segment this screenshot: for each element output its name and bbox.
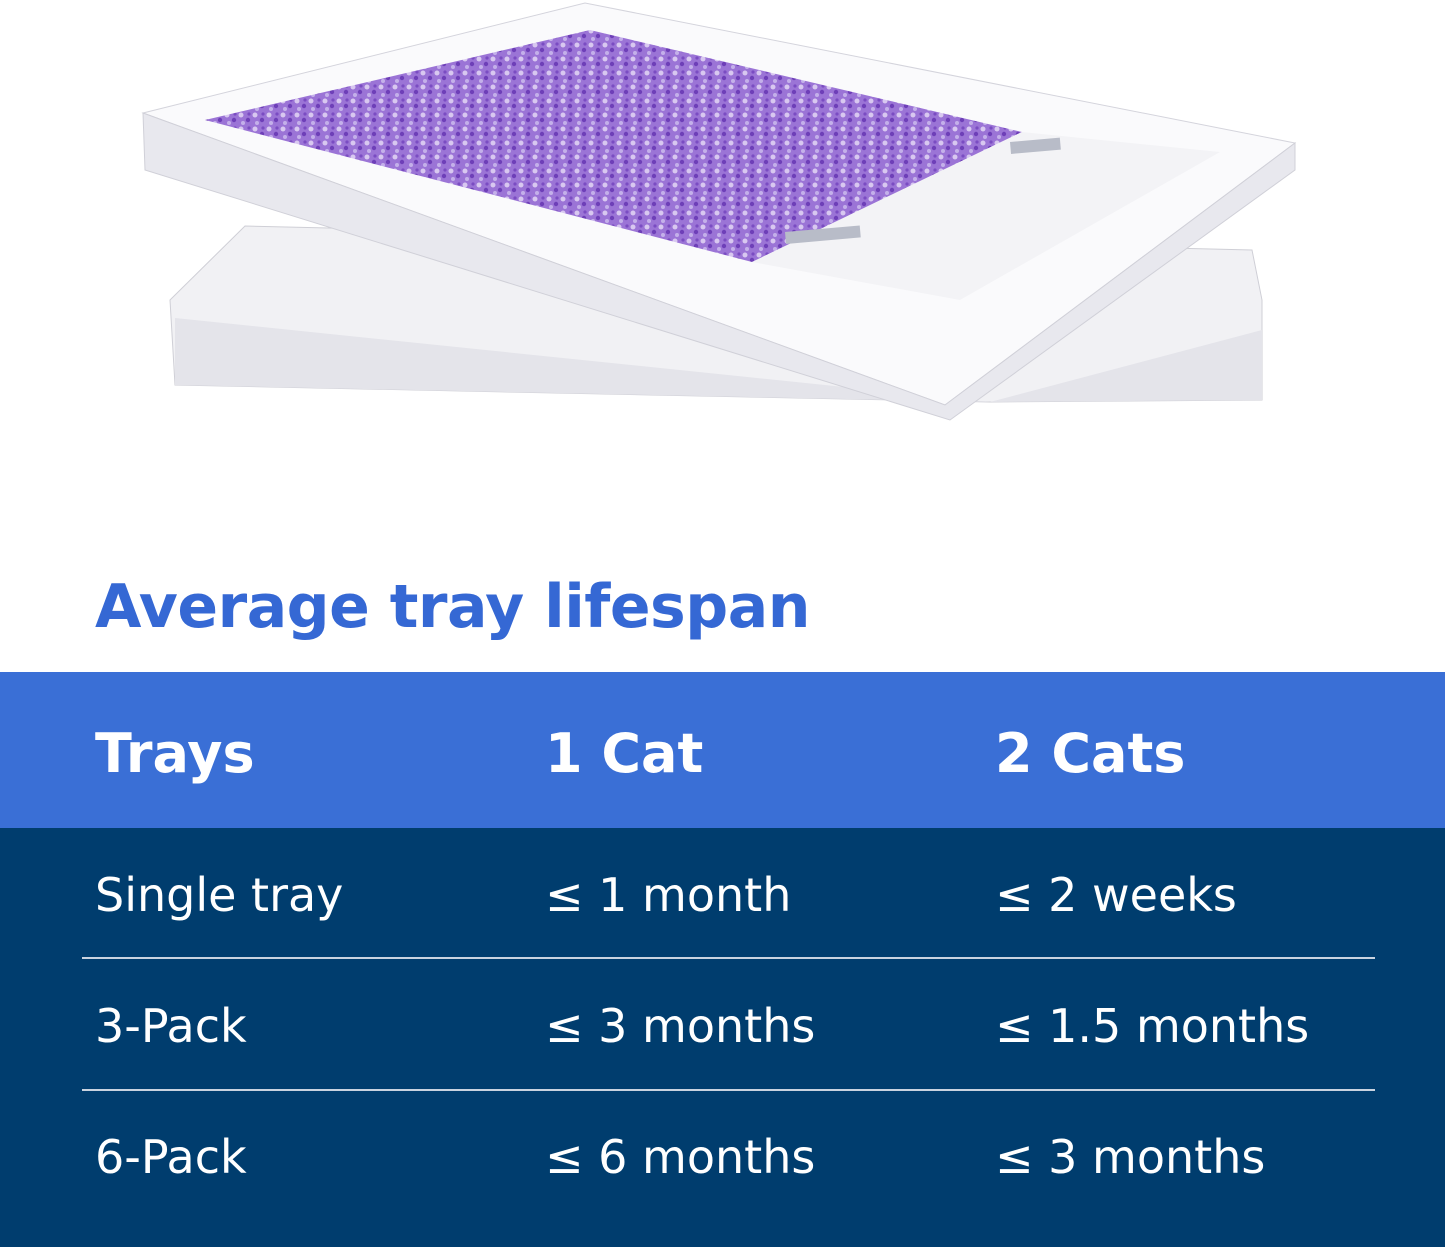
cell-tray-type: 3-Pack	[95, 999, 247, 1053]
cell-1-cat: ≤ 1 month	[545, 868, 792, 922]
cell-1-cat: ≤ 3 months	[545, 999, 816, 1053]
cell-tray-type: Single tray	[95, 868, 344, 922]
cell-tray-type: 6-Pack	[95, 1130, 247, 1184]
cell-1-cat: ≤ 6 months	[545, 1130, 816, 1184]
page-title: Average tray lifespan	[95, 572, 810, 642]
table-row: 3-Pack ≤ 3 months ≤ 1.5 months	[0, 959, 1445, 1090]
row-divider	[82, 957, 1375, 959]
litter-crystals	[205, 30, 1022, 262]
cell-2-cats: ≤ 3 months	[995, 1130, 1266, 1184]
table-row: 6-Pack ≤ 6 months ≤ 3 months	[0, 1090, 1445, 1221]
litter-tray-illustration	[141, 2, 1297, 421]
row-divider	[82, 1089, 1375, 1091]
cell-2-cats: ≤ 2 weeks	[995, 868, 1237, 922]
table-body: Single tray ≤ 1 month ≤ 2 weeks 3-Pack ≤…	[0, 828, 1445, 1247]
header-1-cat: 1 Cat	[545, 722, 704, 785]
table-row: Single tray ≤ 1 month ≤ 2 weeks	[0, 828, 1445, 959]
cell-2-cats: ≤ 1.5 months	[995, 999, 1310, 1053]
table-header: Trays 1 Cat 2 Cats	[0, 672, 1445, 828]
header-2-cats: 2 Cats	[995, 722, 1186, 785]
header-trays: Trays	[95, 722, 255, 785]
